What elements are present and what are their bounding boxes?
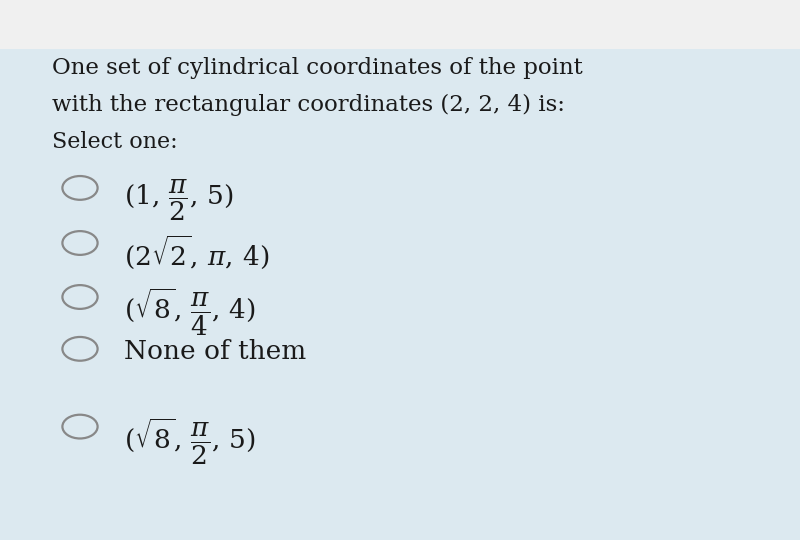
- Text: with the rectangular coordinates (2, 2, 4) is:: with the rectangular coordinates (2, 2, …: [52, 93, 565, 116]
- FancyBboxPatch shape: [0, 0, 800, 49]
- Text: $(1,\, \dfrac{\pi}{2},\, 5)$: $(1,\, \dfrac{\pi}{2},\, 5)$: [124, 178, 234, 224]
- Text: None of them: None of them: [124, 339, 306, 364]
- Text: One set of cylindrical coordinates of the point: One set of cylindrical coordinates of th…: [52, 57, 582, 79]
- Text: $(\sqrt{8},\, \dfrac{\pi}{4},\, 4)$: $(\sqrt{8},\, \dfrac{\pi}{4},\, 4)$: [124, 287, 256, 338]
- Text: $(\sqrt{8},\, \dfrac{\pi}{2},\, 5)$: $(\sqrt{8},\, \dfrac{\pi}{2},\, 5)$: [124, 417, 256, 467]
- Text: $(2\sqrt{2},\, \pi,\, 4)$: $(2\sqrt{2},\, \pi,\, 4)$: [124, 233, 270, 271]
- Text: Select one:: Select one:: [52, 131, 178, 153]
